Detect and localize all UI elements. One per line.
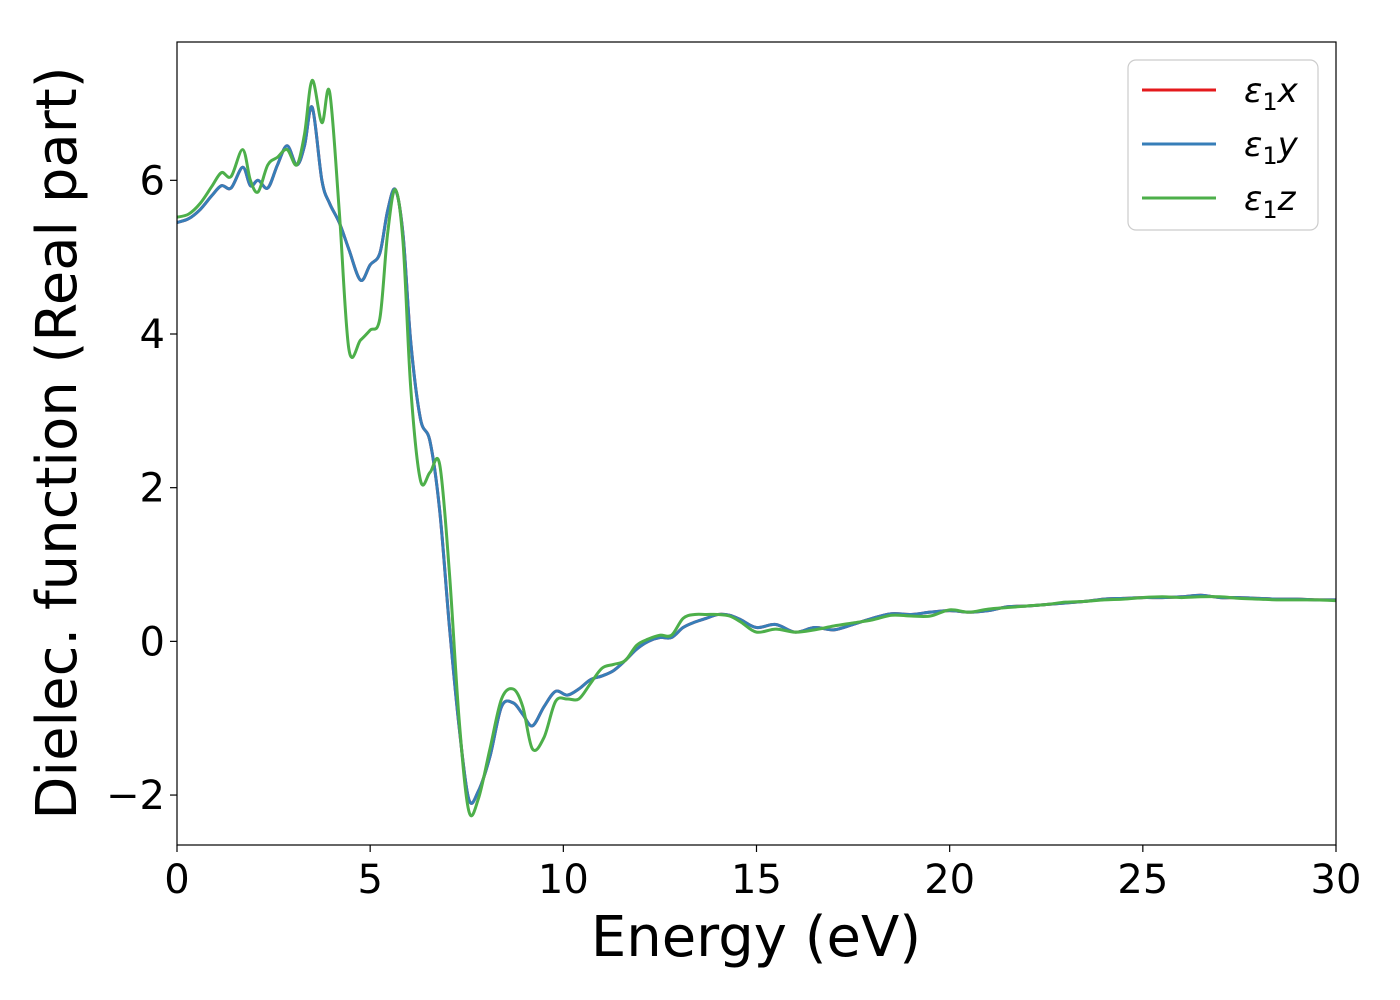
legend-epsilon: ε [1244, 179, 1262, 219]
x-tick-label: 15 [731, 857, 782, 903]
x-tick-label: 30 [1311, 857, 1362, 903]
y-tick-label: 0 [140, 619, 165, 665]
legend-label-y: ε1y [1244, 125, 1299, 170]
legend-epsilon: ε [1244, 125, 1262, 165]
x-axis-label: Energy (eV) [591, 905, 921, 970]
x-tick-label: 20 [924, 857, 975, 903]
legend-label-z: ε1z [1244, 179, 1297, 224]
x-tick-label: 10 [538, 857, 589, 903]
legend-component: x [1277, 71, 1299, 111]
legend-label-x: ε1x [1244, 71, 1299, 116]
series-layer [177, 78, 1336, 818]
y-tick-label: 4 [140, 312, 165, 358]
legend-subscript: 1 [1262, 88, 1277, 116]
legend-box [1127, 59, 1319, 231]
x-tick-label: 5 [357, 857, 382, 903]
legend-component: y [1277, 125, 1299, 165]
legend-epsilon: ε [1244, 71, 1262, 111]
y-axis: −2 0 2 4 6 [106, 158, 177, 819]
y-tick-label: 2 [140, 466, 165, 512]
y-tick-label: −2 [106, 773, 165, 819]
y-axis-label: Dielec. function (Real part) [25, 66, 90, 819]
x-tick-label: 25 [1117, 857, 1168, 903]
series-line-z [177, 78, 1336, 818]
legend-subscript: 1 [1262, 196, 1277, 224]
x-tick-label: 0 [164, 857, 189, 903]
legend-subscript: 1 [1262, 142, 1277, 170]
x-axis: 0 5 10 15 20 25 30 [164, 845, 1361, 903]
legend-component: z [1277, 179, 1297, 219]
y-tick-label: 6 [140, 158, 165, 204]
